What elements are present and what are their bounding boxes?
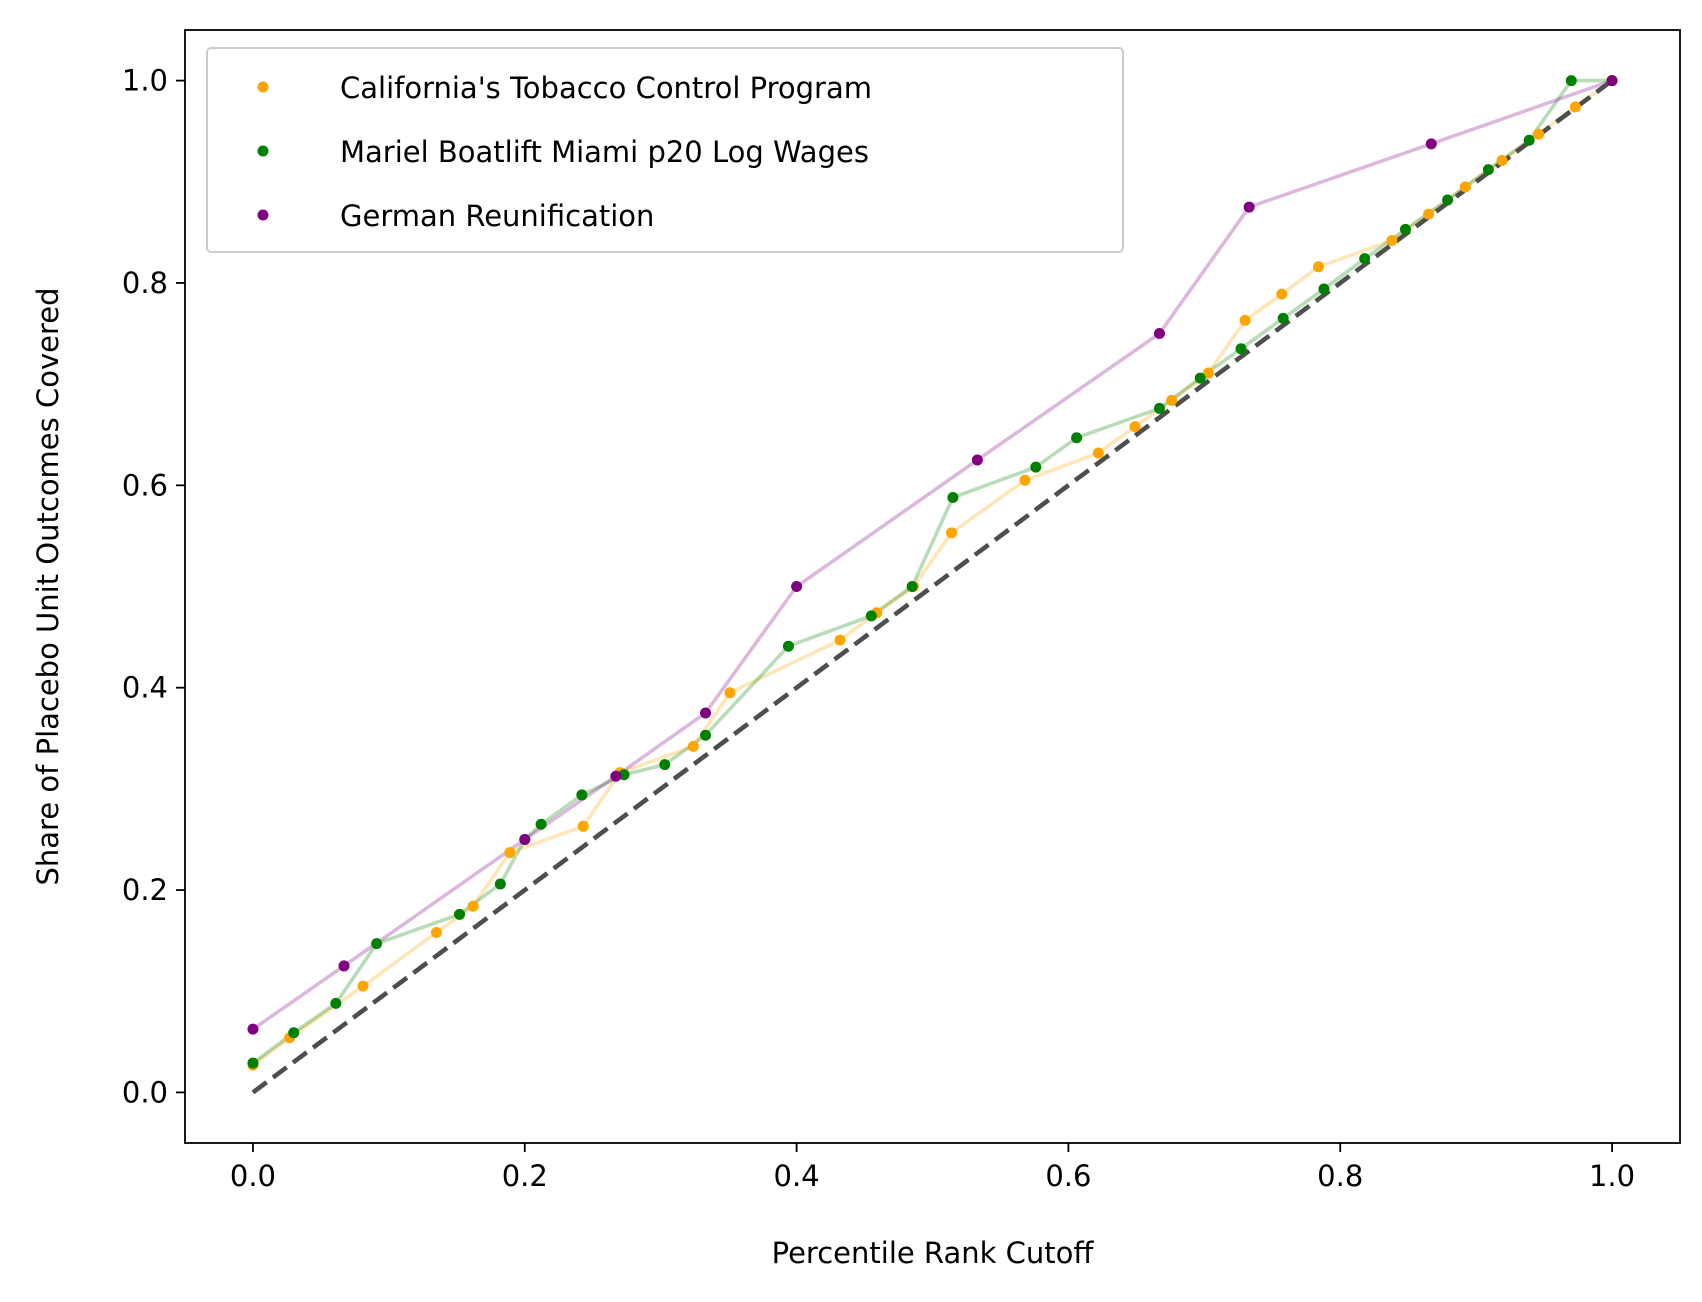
y-tick-label: 1.0 [122,64,168,98]
data-point-series-2 [700,707,712,719]
data-point-series-2 [338,960,350,972]
legend-label-1: Mariel Boatlift Miami p20 Log Wages [340,135,869,169]
data-point-series-1 [535,818,547,830]
x-tick-label: 0.6 [1045,1159,1091,1193]
data-point-series-0 [1166,394,1178,406]
data-point-series-1 [1235,343,1247,355]
x-tick-label: 0.4 [774,1159,820,1193]
y-tick-label: 0.2 [122,873,168,907]
data-point-series-1 [371,938,383,950]
data-point-series-2 [247,1023,259,1035]
y-tick-label: 0.0 [122,1075,168,1109]
data-point-series-1 [782,640,794,652]
legend-marker-1 [257,145,269,157]
data-point-series-0 [946,527,958,539]
data-point-series-0 [504,847,516,859]
data-point-series-0 [1459,181,1471,193]
data-point-series-1 [906,581,918,592]
data-point-series-1 [1030,461,1042,473]
x-tick-label: 0.2 [502,1159,548,1193]
data-point-series-0 [1533,128,1545,140]
data-point-series-1 [1442,194,1454,206]
data-point-series-1 [576,789,588,801]
legend-label-0: California's Tobacco Control Program [340,71,872,105]
axes-frame [184,29,1681,1144]
data-point-series-1 [1277,312,1289,324]
data-point-series-0 [724,687,736,699]
data-point-series-1 [618,769,630,781]
data-point-series-0 [577,820,589,832]
data-point-series-0 [1092,447,1104,459]
y-tick-label: 0.8 [122,266,168,300]
data-point-series-1 [865,610,877,622]
data-point-series-0 [467,900,479,912]
data-point-series-1 [1399,223,1411,235]
data-point-series-1 [494,878,506,890]
points-layer [247,75,1618,1071]
data-point-series-2 [971,454,983,466]
data-point-series-0 [687,740,699,752]
data-point-series-0 [1276,288,1288,300]
data-point-series-1 [1482,164,1494,176]
data-point-series-1 [700,729,712,741]
data-point-series-2 [610,770,622,782]
y-axis-label: Share of Placebo Unit Outcomes Covered [31,287,65,885]
data-point-series-1 [454,908,466,920]
x-tick-label: 0.0 [230,1159,276,1193]
data-point-series-2 [519,833,531,845]
data-point-series-1 [1071,432,1083,444]
data-point-series-1 [1153,402,1165,414]
legend-marker-2 [257,209,269,221]
data-point-series-1 [947,491,959,503]
series-line-1 [251,78,1612,1065]
x-tick-label: 0.8 [1317,1159,1363,1193]
data-point-series-1 [288,1027,300,1039]
data-point-series-2 [1606,75,1618,87]
data-point-series-0 [1129,421,1141,433]
data-point-series-0 [1386,234,1398,246]
x-axis-ticks: 0.0 0.2 0.4 0.6 0.8 1.0 [230,1143,1635,1193]
data-point-series-2 [1425,138,1437,150]
reference-layer [251,78,1614,1095]
data-point-series-1 [1523,134,1535,146]
y-tick-label: 0.4 [122,671,168,705]
data-point-series-1 [1565,75,1577,87]
reference-dashed-line [251,78,1614,1095]
data-point-series-0 [1423,208,1435,220]
data-point-series-2 [791,581,803,592]
data-point-series-2 [1243,201,1255,213]
data-point-series-1 [330,997,342,1009]
data-point-series-0 [834,634,846,646]
data-point-series-0 [1202,367,1214,379]
data-point-series-1 [1318,283,1330,295]
data-point-series-1 [1359,253,1371,265]
x-tick-label: 1.0 [1589,1159,1635,1193]
x-axis-label: Percentile Rank Cutoff [772,1236,1095,1270]
data-point-series-1 [247,1057,259,1069]
data-point-series-2 [1153,328,1165,340]
data-point-series-0 [1496,155,1508,167]
data-point-series-0 [1239,314,1251,326]
legend-label-2: German Reunification [340,199,654,233]
y-tick-label: 0.6 [122,468,168,502]
data-point-series-1 [659,759,671,771]
legend: California's Tobacco Control Program Mari… [206,47,1124,253]
data-point-series-0 [357,980,369,992]
data-point-series-0 [430,927,442,939]
legend-box [206,47,1124,253]
data-point-series-0 [1569,101,1581,113]
data-point-series-0 [1312,261,1324,273]
data-point-series-0 [1019,474,1031,486]
legend-marker-0 [257,81,269,93]
data-point-series-1 [1194,372,1206,384]
y-axis-ticks: 0.0 0.2 0.4 0.6 0.8 1.0 [122,64,185,1109]
